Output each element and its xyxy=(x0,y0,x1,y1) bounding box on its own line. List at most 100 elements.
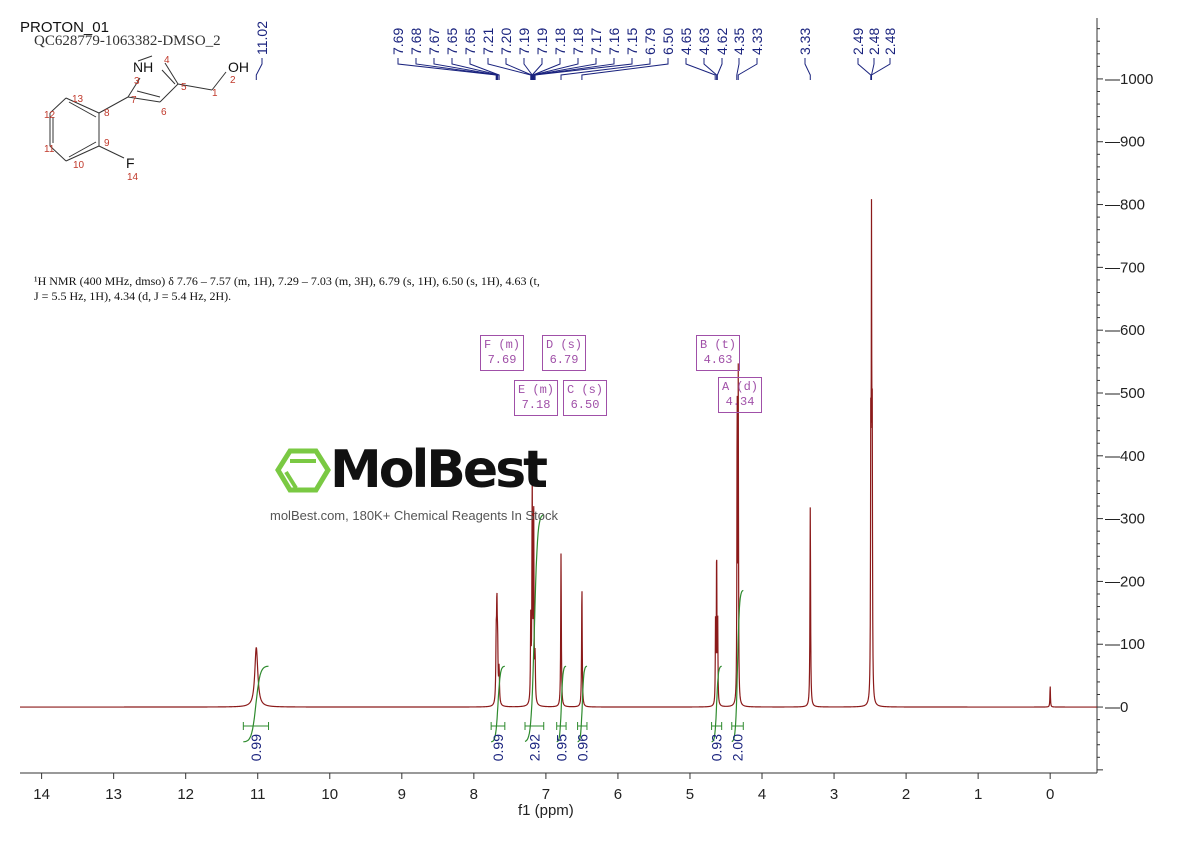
x-tick-label: 13 xyxy=(105,786,122,803)
bond xyxy=(211,71,227,91)
peak-label: 4.35 xyxy=(731,28,747,55)
x-tick-label: 1 xyxy=(974,786,982,803)
y-tick-label: —600 xyxy=(1105,322,1145,339)
atom-number: 1 xyxy=(212,88,218,99)
peak-label: 7.21 xyxy=(480,28,496,55)
integral-bracket xyxy=(242,722,270,730)
multiplet-box-d: D (s) 6.79 xyxy=(542,335,587,371)
bond xyxy=(159,83,179,103)
box-label: B (t) xyxy=(700,338,737,352)
integral-value: 2.00 xyxy=(730,734,746,761)
peak-label-connector xyxy=(415,58,498,80)
integral-value: 0.99 xyxy=(248,734,264,761)
peak-label: 6.50 xyxy=(660,28,676,55)
atom-number: 5 xyxy=(181,82,187,93)
peak-label: 2.48 xyxy=(882,28,898,55)
x-tick-label: 3 xyxy=(830,786,838,803)
integral-bracket xyxy=(490,722,506,730)
peak-label: 7.65 xyxy=(444,28,460,55)
atom-number: 9 xyxy=(104,138,110,149)
integral-value: 0.93 xyxy=(709,734,725,761)
peak-label: 7.15 xyxy=(624,28,640,55)
multiplet-box-e: E (m) 7.18 xyxy=(514,380,559,416)
box-value: 4.34 xyxy=(725,395,755,409)
peak-label: 7.68 xyxy=(408,28,424,55)
atom-number: 7 xyxy=(131,95,137,106)
bond xyxy=(49,145,67,162)
integral-curve xyxy=(711,665,722,743)
nmr-description: ¹H NMR (400 MHz, dmso) δ 7.76 – 7.57 (m,… xyxy=(34,274,634,304)
atom-number: 13 xyxy=(72,94,84,105)
integral-bracket xyxy=(524,722,545,730)
bond xyxy=(68,101,97,118)
peak-label-connector xyxy=(469,58,500,80)
peak-label: 6.79 xyxy=(642,28,658,55)
watermark-tagline: molBest.com, 180K+ Chemical Reagents In … xyxy=(270,508,558,523)
peak-label: 2.49 xyxy=(850,28,866,55)
peak-label: 7.67 xyxy=(426,28,442,55)
peak-label-connector xyxy=(451,58,500,80)
x-tick-label: 9 xyxy=(398,786,406,803)
x-tick-label: 2 xyxy=(902,786,910,803)
atom-number: 2 xyxy=(230,75,236,86)
box-value: 7.69 xyxy=(487,353,517,367)
peak-label-connector xyxy=(581,58,669,80)
peak-label-connector xyxy=(397,58,497,80)
peak-label: 11.02 xyxy=(254,21,270,55)
y-tick-label: —700 xyxy=(1105,259,1145,276)
x-tick-label: 7 xyxy=(542,786,550,803)
peak-label: 2.48 xyxy=(866,28,882,55)
y-tick-label: —300 xyxy=(1105,511,1145,528)
peak-label: 7.17 xyxy=(588,28,604,55)
box-value: 6.50 xyxy=(570,398,600,412)
multiplet-box-c: C (s) 6.50 xyxy=(563,380,608,416)
atom-number: 8 xyxy=(104,108,110,119)
peak-label: 4.33 xyxy=(749,28,765,55)
y-tick-label: —1000 xyxy=(1105,71,1153,88)
x-tick-label: 10 xyxy=(321,786,338,803)
integral-curve xyxy=(731,589,744,743)
bond xyxy=(65,97,100,114)
peak-label: 7.69 xyxy=(390,28,406,55)
atom-label: NH xyxy=(133,59,153,75)
peak-label-connector xyxy=(560,58,651,80)
bond xyxy=(137,55,153,62)
peak-label-connector xyxy=(487,58,532,80)
box-label: F (m) xyxy=(484,338,521,352)
peak-label: 4.62 xyxy=(714,28,730,55)
integral-bracket xyxy=(731,722,744,730)
integral-value: 0.95 xyxy=(553,734,569,761)
atom-number: 3 xyxy=(134,76,140,87)
peak-label-connector xyxy=(871,58,891,80)
peak-label-connector xyxy=(531,58,543,80)
bond xyxy=(161,69,176,85)
box-label: E (m) xyxy=(518,383,555,397)
description-line-2: J = 5.5 Hz, 1H), 4.34 (d, J = 5.4 Hz, 2H… xyxy=(34,289,232,303)
y-tick-label: —200 xyxy=(1105,573,1145,590)
peak-label-connector xyxy=(433,58,499,80)
bond xyxy=(164,62,179,85)
peak-label: 7.65 xyxy=(462,28,478,55)
integral-curve xyxy=(577,665,588,743)
x-tick-label: 12 xyxy=(177,786,194,803)
peak-label-connector xyxy=(532,58,579,80)
peak-label-connector xyxy=(533,58,615,80)
atom-number: 6 xyxy=(161,107,167,118)
integral-bracket xyxy=(577,722,588,730)
x-tick-label: 5 xyxy=(686,786,694,803)
atom-number: 11 xyxy=(44,144,55,155)
peak-label: 4.63 xyxy=(696,28,712,55)
bond xyxy=(68,141,97,158)
bond xyxy=(177,83,213,91)
atom-number: 10 xyxy=(73,160,85,171)
box-value: 6.79 xyxy=(549,353,579,367)
bond xyxy=(127,77,141,98)
experiment-title: PROTON_01 xyxy=(20,19,109,36)
atom-number: 14 xyxy=(127,172,139,183)
bond xyxy=(49,97,67,114)
spectrum-line xyxy=(20,199,1097,708)
peak-label: 7.20 xyxy=(498,28,514,55)
atom-number: 4 xyxy=(164,55,170,66)
